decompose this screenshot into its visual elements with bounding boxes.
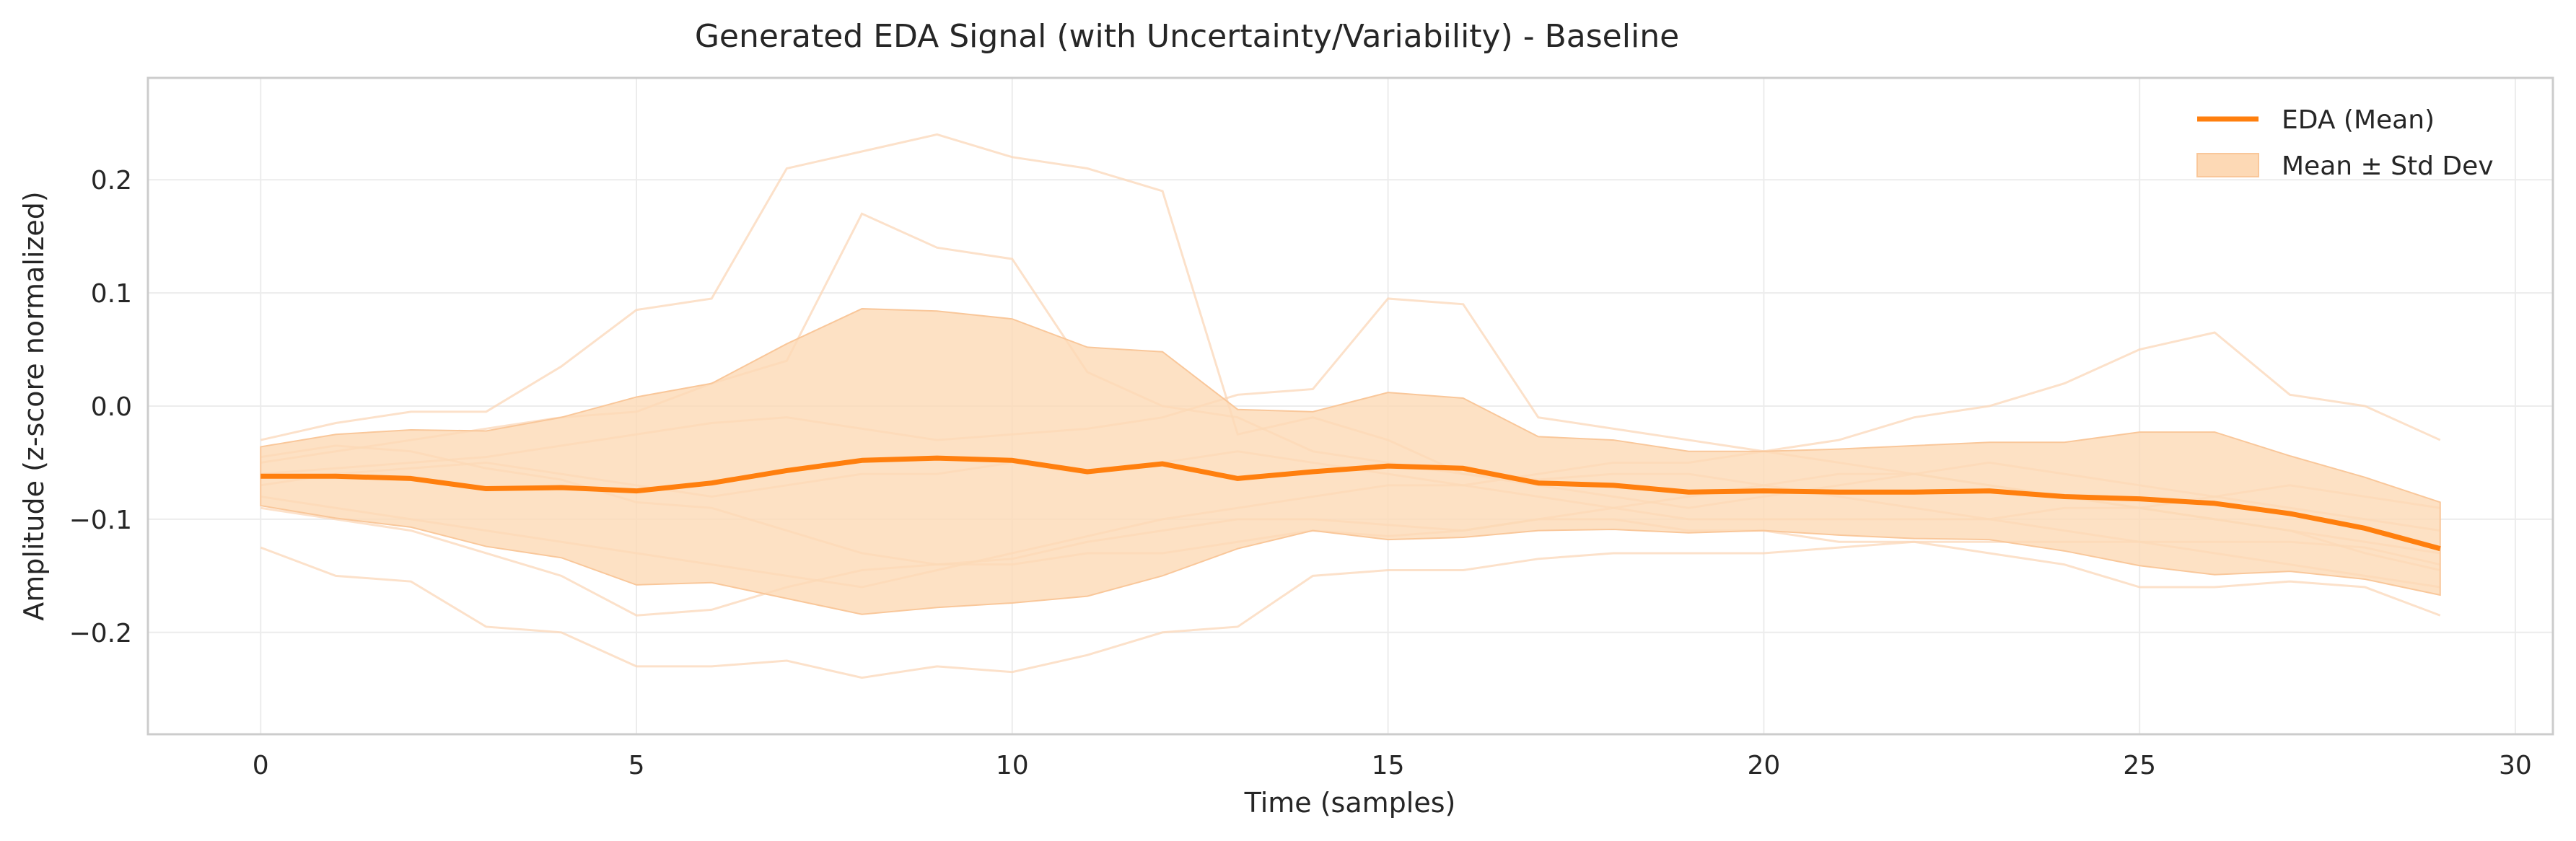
y-tick-label: 0.1 xyxy=(91,279,132,309)
x-tick-label: 30 xyxy=(2499,751,2532,780)
x-tick-labels: 0 5 10 15 20 25 30 xyxy=(253,751,2532,780)
mean-line xyxy=(260,455,2441,552)
std-band-area xyxy=(260,308,2441,615)
y-tick-labels: −0.2 −0.1 0.0 0.1 0.2 xyxy=(69,166,132,648)
y-axis-label: Amplitude (z-score normalized) xyxy=(18,191,50,620)
legend-mean-label: EDA (Mean) xyxy=(2282,105,2435,135)
y-tick-label: 0.2 xyxy=(91,166,132,195)
x-tick-label: 15 xyxy=(1372,751,1405,780)
x-axis-label: Time (samples) xyxy=(1244,787,1456,819)
chart-title: Generated EDA Signal (with Uncertainty/V… xyxy=(695,18,1679,55)
legend-band-label: Mean ± Std Dev xyxy=(2282,151,2494,181)
x-tick-label: 5 xyxy=(628,751,645,780)
x-tick-label: 0 xyxy=(253,751,269,780)
legend-band-swatch xyxy=(2196,153,2259,177)
x-tick-label: 10 xyxy=(996,751,1029,780)
std-band xyxy=(260,308,2441,615)
x-tick-label: 20 xyxy=(1747,751,1780,780)
y-tick-label: −0.1 xyxy=(69,506,132,535)
y-tick-label: 0.0 xyxy=(91,392,132,422)
mean-series xyxy=(260,455,2441,552)
x-tick-label: 25 xyxy=(2123,751,2156,780)
legend: EDA (Mean) Mean ± Std Dev xyxy=(2196,105,2494,181)
plot-frame xyxy=(146,76,2554,736)
y-tick-label: −0.2 xyxy=(69,619,132,648)
